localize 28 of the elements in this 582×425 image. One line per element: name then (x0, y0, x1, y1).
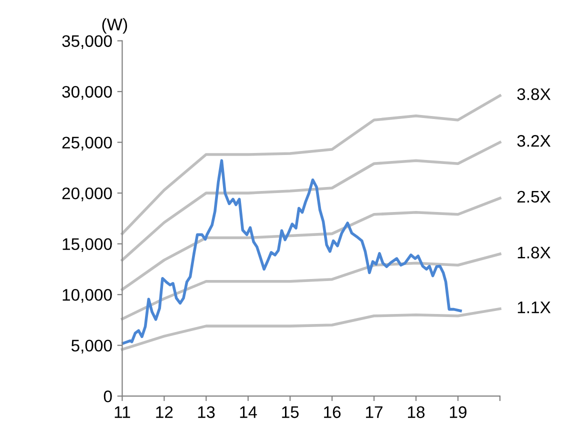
x-tick-label: 19 (450, 406, 466, 418)
series-label: 1.8X (518, 246, 551, 258)
x-tick-label: 17 (366, 406, 382, 418)
y-tick-label: 20,000 (62, 187, 112, 202)
y-axis-title: (W) (102, 18, 128, 34)
x-tick-label: 18 (408, 406, 425, 418)
y-tick-label: 30,000 (62, 86, 112, 100)
x-tick-label: 16 (324, 406, 341, 418)
y-tick-label: 0 (104, 390, 112, 402)
line-series (120, 140, 502, 262)
y-tick-label: 15,000 (62, 238, 112, 252)
y-tick-label: 5,000 (71, 340, 112, 354)
line-series (120, 307, 502, 351)
series-label: 2.5X (517, 190, 551, 203)
x-tick-label: 14 (240, 406, 257, 418)
line-series (120, 196, 502, 291)
x-tick-label: 13 (198, 406, 215, 418)
x-tick-label: 11 (114, 406, 130, 418)
y-tick-label: 35,000 (62, 35, 112, 49)
y-tick-label: 10,000 (62, 288, 112, 303)
y-tick-label: 25,000 (62, 136, 112, 150)
x-tick-label: 12 (156, 406, 173, 418)
series-label: 1.1X (518, 302, 551, 314)
line-series (122, 159, 462, 345)
series-label: 3.2X (517, 134, 551, 147)
line-series (120, 94, 502, 236)
x-tick-label: 15 (282, 406, 299, 418)
series-label: 3.8X (517, 88, 551, 100)
